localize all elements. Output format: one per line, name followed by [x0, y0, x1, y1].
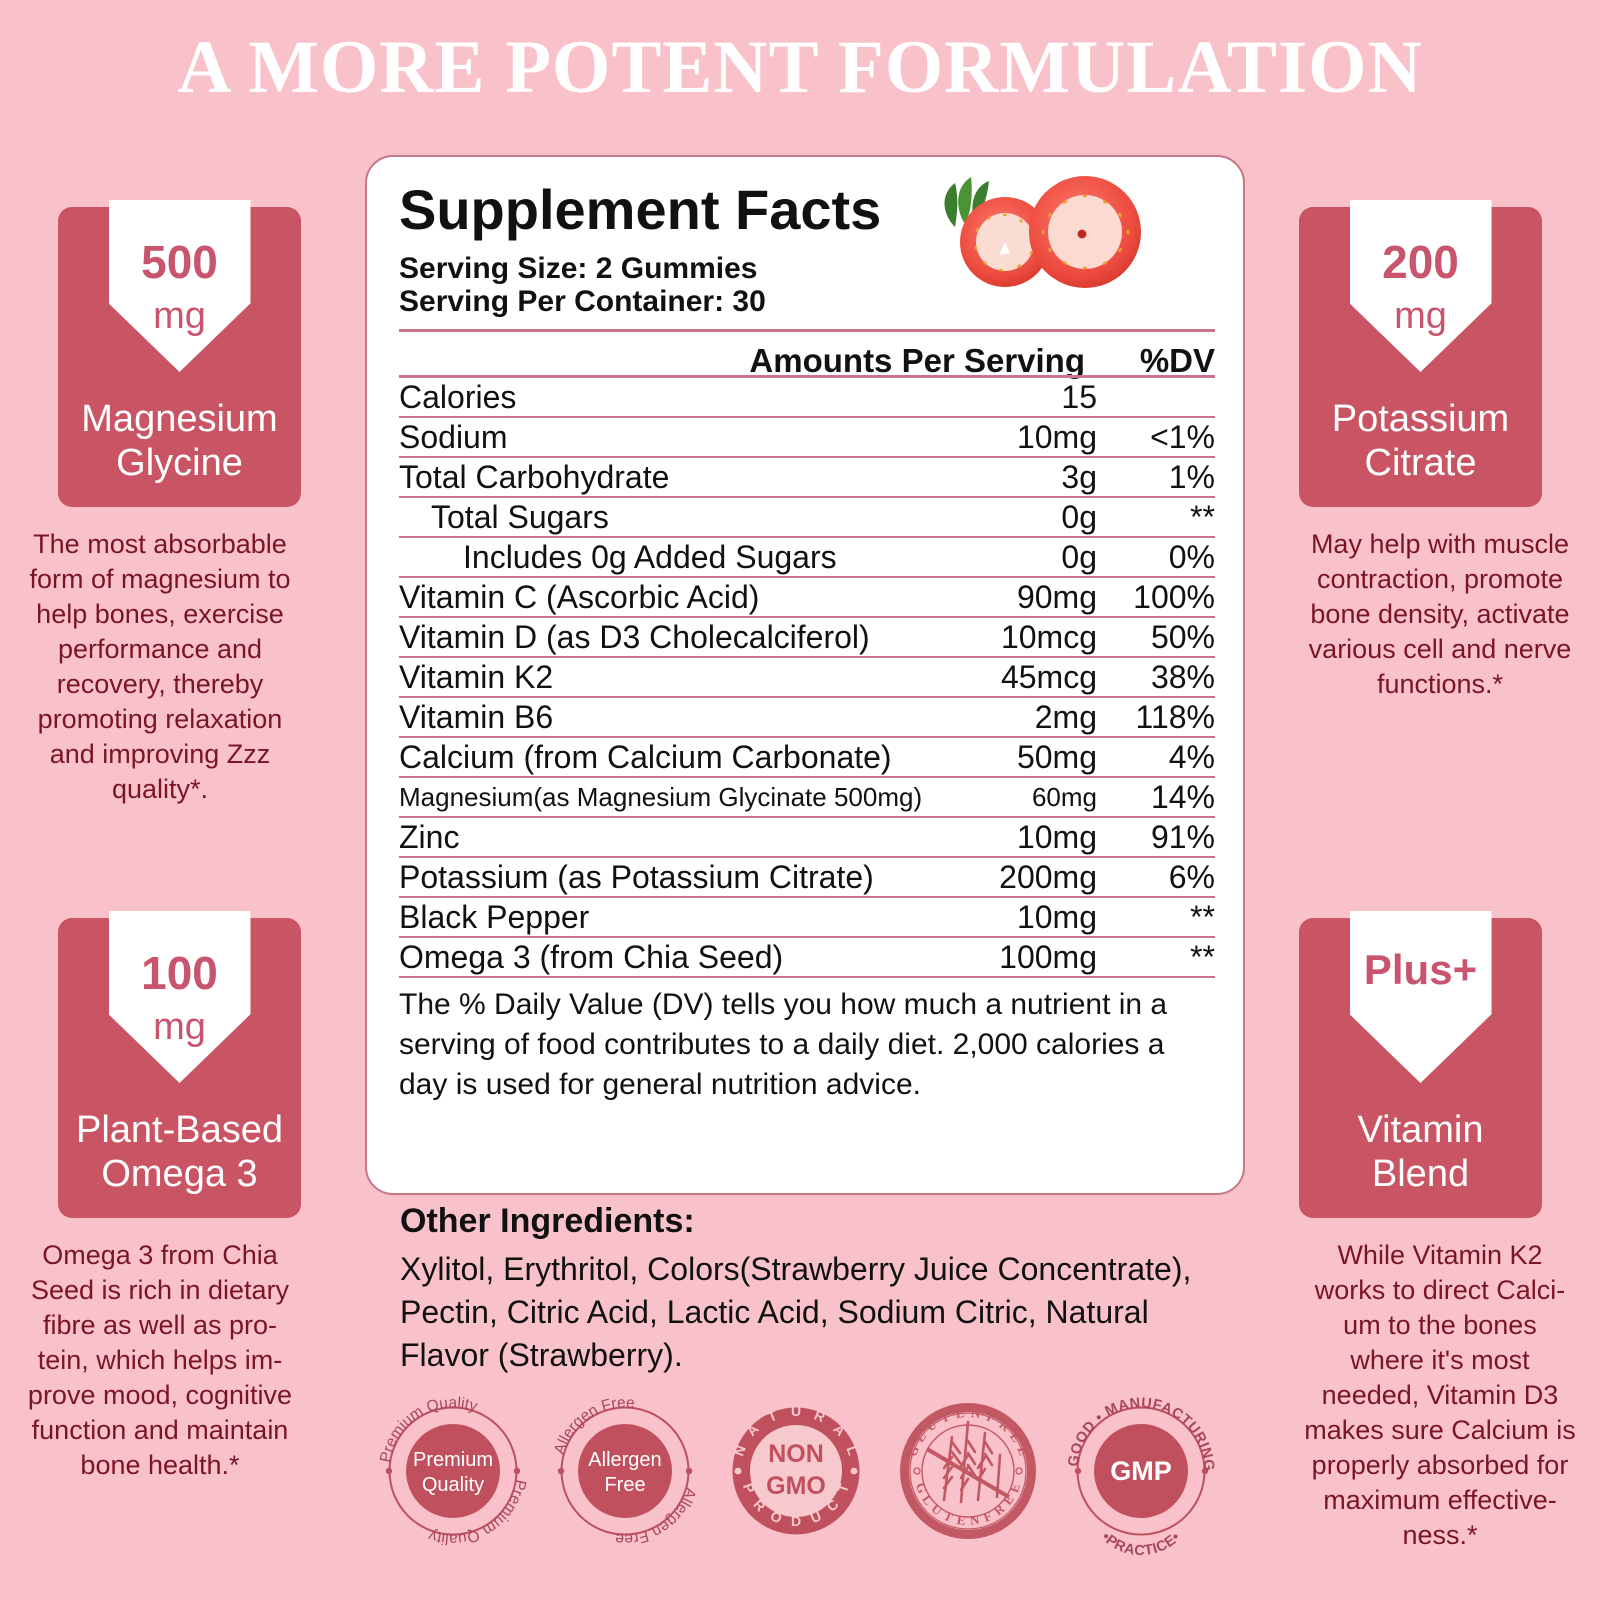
svg-text:GMP: GMP: [1110, 1456, 1172, 1486]
svg-text:Allergen Free: Allergen Free: [551, 1394, 635, 1456]
svg-text:G: G: [913, 1481, 931, 1496]
svg-text:NON: NON: [768, 1440, 824, 1468]
svg-text:•PRACTICE•: •PRACTICE•: [1098, 1529, 1184, 1559]
svg-text:L: L: [919, 1492, 936, 1508]
svg-text:F: F: [981, 1508, 994, 1525]
svg-text:F: F: [985, 1409, 998, 1426]
svg-text:E: E: [1007, 1429, 1024, 1445]
svg-text:G: G: [904, 1444, 922, 1459]
svg-text:E: E: [1000, 1492, 1017, 1508]
svg-text:GMO: GMO: [766, 1472, 826, 1500]
svg-text:Premium: Premium: [413, 1449, 493, 1471]
svg-text:R: R: [750, 1496, 769, 1514]
svg-text:D: D: [791, 1513, 801, 1529]
svg-text:R: R: [812, 1407, 828, 1426]
svg-text:E: E: [955, 1405, 966, 1421]
svg-text:R: R: [996, 1417, 1013, 1435]
svg-text:GOOD • MANUFACTURING: GOOD • MANUFACTURING: [1065, 1395, 1216, 1472]
svg-text:L: L: [912, 1429, 929, 1445]
svg-text:Premium Quality: Premium Quality: [426, 1478, 529, 1547]
svg-text:Allergen Free: Allergen Free: [615, 1486, 699, 1548]
svg-text:T: T: [938, 1409, 952, 1426]
svg-text:L: L: [843, 1444, 861, 1458]
svg-text:P: P: [740, 1481, 758, 1495]
svg-text:N: N: [969, 1512, 981, 1528]
svg-text:T: T: [765, 1407, 780, 1425]
svg-text:T: T: [834, 1481, 852, 1495]
svg-text:U: U: [929, 1501, 946, 1519]
svg-text:Quality: Quality: [422, 1474, 484, 1496]
svg-text:E: E: [956, 1512, 967, 1528]
svg-text:C: C: [823, 1496, 842, 1514]
svg-text:A: A: [743, 1421, 762, 1439]
svg-text:E: E: [1006, 1481, 1023, 1494]
svg-text:Premium Quality: Premium Quality: [377, 1394, 480, 1463]
svg-text:O: O: [768, 1507, 784, 1526]
svg-text:U: U: [923, 1416, 940, 1434]
svg-text:Free: Free: [604, 1474, 645, 1496]
svg-text:U: U: [791, 1403, 801, 1419]
svg-text:E: E: [1014, 1444, 1031, 1457]
svg-text:R: R: [991, 1500, 1008, 1518]
svg-text:A: A: [830, 1421, 849, 1439]
svg-text:U: U: [808, 1508, 824, 1527]
svg-text:N: N: [730, 1443, 748, 1458]
svg-text:Allergen: Allergen: [588, 1449, 661, 1471]
svg-text:N: N: [970, 1405, 982, 1421]
svg-text:T: T: [941, 1508, 955, 1525]
